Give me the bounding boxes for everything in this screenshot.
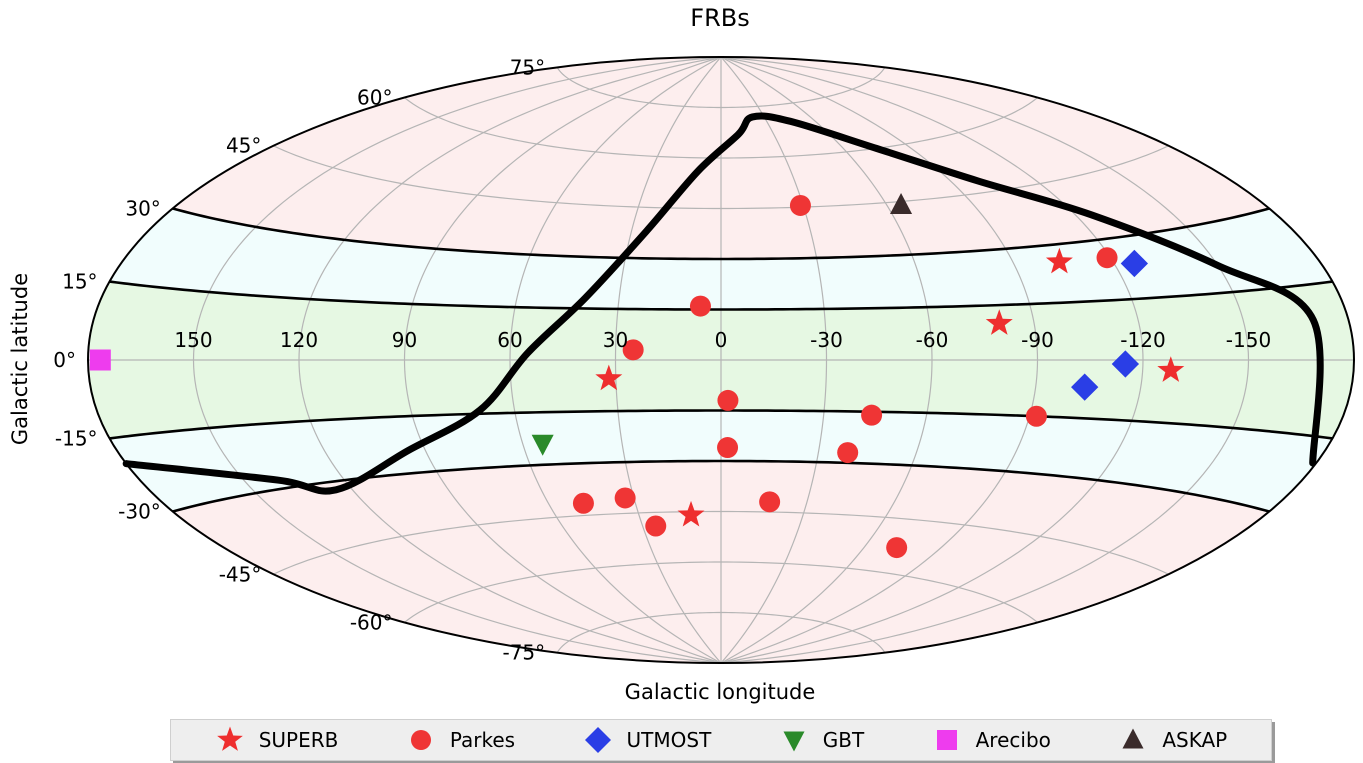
tick-labels: 150 120 90 60 30 0 -30 -60 -90 -120 -150 75° 60° 45° 3… [53, 55, 1271, 664]
y-tick-label: -75° [502, 641, 545, 665]
triangle-down-icon [783, 731, 805, 752]
circle-icon [410, 730, 431, 750]
y-tick-label: -15° [55, 426, 98, 450]
x-tick-label: 150 [174, 328, 212, 352]
parkes-point-9 [759, 491, 781, 513]
triangle-down-symbol [783, 731, 805, 752]
square-icon [936, 730, 957, 750]
x-tick-label: -150 [1226, 328, 1271, 352]
meridian-150 [192, 56, 722, 664]
parkes-point-11 [572, 492, 594, 514]
meridian-120 [298, 56, 722, 664]
x-tick-label: 30 [603, 328, 628, 352]
x-tick-label: -60 [916, 328, 949, 352]
plot-outline [87, 56, 1355, 664]
meridian-60 [509, 56, 722, 664]
x-tick-label: -120 [1120, 328, 1165, 352]
boundary-15 [109, 280, 1333, 311]
star-symbol [216, 726, 243, 751]
y-axis-label: Galactic latitude [8, 272, 32, 446]
parkes-point-4 [717, 389, 739, 411]
parkes-point-2 [689, 295, 711, 317]
superb-point-4 [677, 500, 705, 527]
star-icon [216, 726, 243, 751]
legend-item: ASKAP [1118, 725, 1227, 755]
triangle-up-icon [1122, 728, 1144, 749]
square-symbol [936, 730, 957, 750]
projection-outline [87, 56, 1355, 664]
circle-symbol [410, 730, 431, 750]
legend-label: GBT [822, 728, 865, 752]
legend-item: UTMOST [583, 725, 712, 755]
y-tick-label: 60° [357, 86, 392, 110]
x-axis-label: Galactic longitude [624, 680, 816, 704]
x-tick-label: 60 [497, 328, 522, 352]
superb-point-3 [595, 364, 623, 391]
meridian--120 [720, 56, 1144, 664]
parkes-point-1 [1096, 247, 1118, 269]
galactic-curve [122, 112, 1324, 495]
parkes-point-13 [886, 537, 908, 559]
y-tick-label: 30° [125, 197, 160, 221]
legend-item: Arecibo [932, 725, 1051, 755]
band-boundaries [109, 207, 1333, 513]
arecibo-point-0 [89, 349, 111, 371]
legend-item: SUPERB [215, 725, 339, 755]
x-tick-label: 0 [715, 328, 728, 352]
x-tick-label: 120 [280, 328, 318, 352]
meridian--90 [720, 56, 1039, 664]
superb-point-2 [1157, 356, 1185, 382]
meridian-90 [403, 56, 722, 664]
x-tick-label: 90 [392, 328, 417, 352]
meridian-30 [614, 56, 722, 664]
legend-label: Parkes [449, 728, 516, 752]
meridian--60 [720, 56, 933, 664]
legend-label: Arecibo [975, 728, 1051, 752]
parkes-point-7 [717, 437, 739, 459]
legend-label: ASKAP [1162, 728, 1228, 752]
utmost-point-1 [1111, 350, 1140, 378]
legend-item: Parkes [406, 725, 515, 755]
y-tick-label: 15° [62, 270, 97, 294]
data-points [89, 193, 1185, 559]
y-tick-label: 45° [226, 134, 261, 158]
galactic-curve-layer [122, 112, 1324, 495]
parkes-point-6 [1025, 405, 1047, 427]
boundary--30 [172, 459, 1270, 513]
boundary-30 [172, 207, 1270, 261]
parkes-point-10 [614, 487, 636, 509]
parkes-point-8 [837, 442, 859, 464]
y-tick-label: 0° [53, 348, 76, 372]
meridian--150 [720, 56, 1250, 664]
y-tick-label: -30° [118, 500, 161, 524]
parkes-point-12 [645, 515, 667, 537]
superb-point-0 [1045, 247, 1073, 274]
x-tick-label: -90 [1021, 328, 1054, 352]
x-tick-label: -30 [810, 328, 843, 352]
boundary--15 [109, 409, 1333, 440]
y-tick-label: 75° [510, 55, 545, 79]
legend-label: UTMOST [626, 728, 712, 752]
utmost-point-2 [1071, 373, 1099, 401]
y-tick-label: -60° [350, 610, 393, 634]
diamond-icon [584, 727, 611, 753]
legend-label: SUPERB [258, 728, 339, 752]
legend-item: GBT [779, 725, 864, 755]
triangle-up-symbol [1122, 728, 1144, 749]
gbt-point-0 [531, 434, 554, 456]
chart-title: FRBs [690, 4, 750, 32]
parkes-point-3 [622, 339, 644, 361]
utmost-point-0 [1120, 249, 1149, 278]
parkes-point-0 [789, 194, 811, 216]
superb-point-1 [985, 309, 1013, 335]
diamond-symbol [584, 727, 611, 753]
y-tick-label: -45° [219, 562, 262, 586]
meridian--30 [720, 56, 828, 664]
askap-point-0 [890, 193, 913, 215]
parkes-point-5 [861, 404, 883, 426]
legend: SUPERB Parkes UTMOST GBT Arecibo ASKAP [170, 719, 1272, 761]
